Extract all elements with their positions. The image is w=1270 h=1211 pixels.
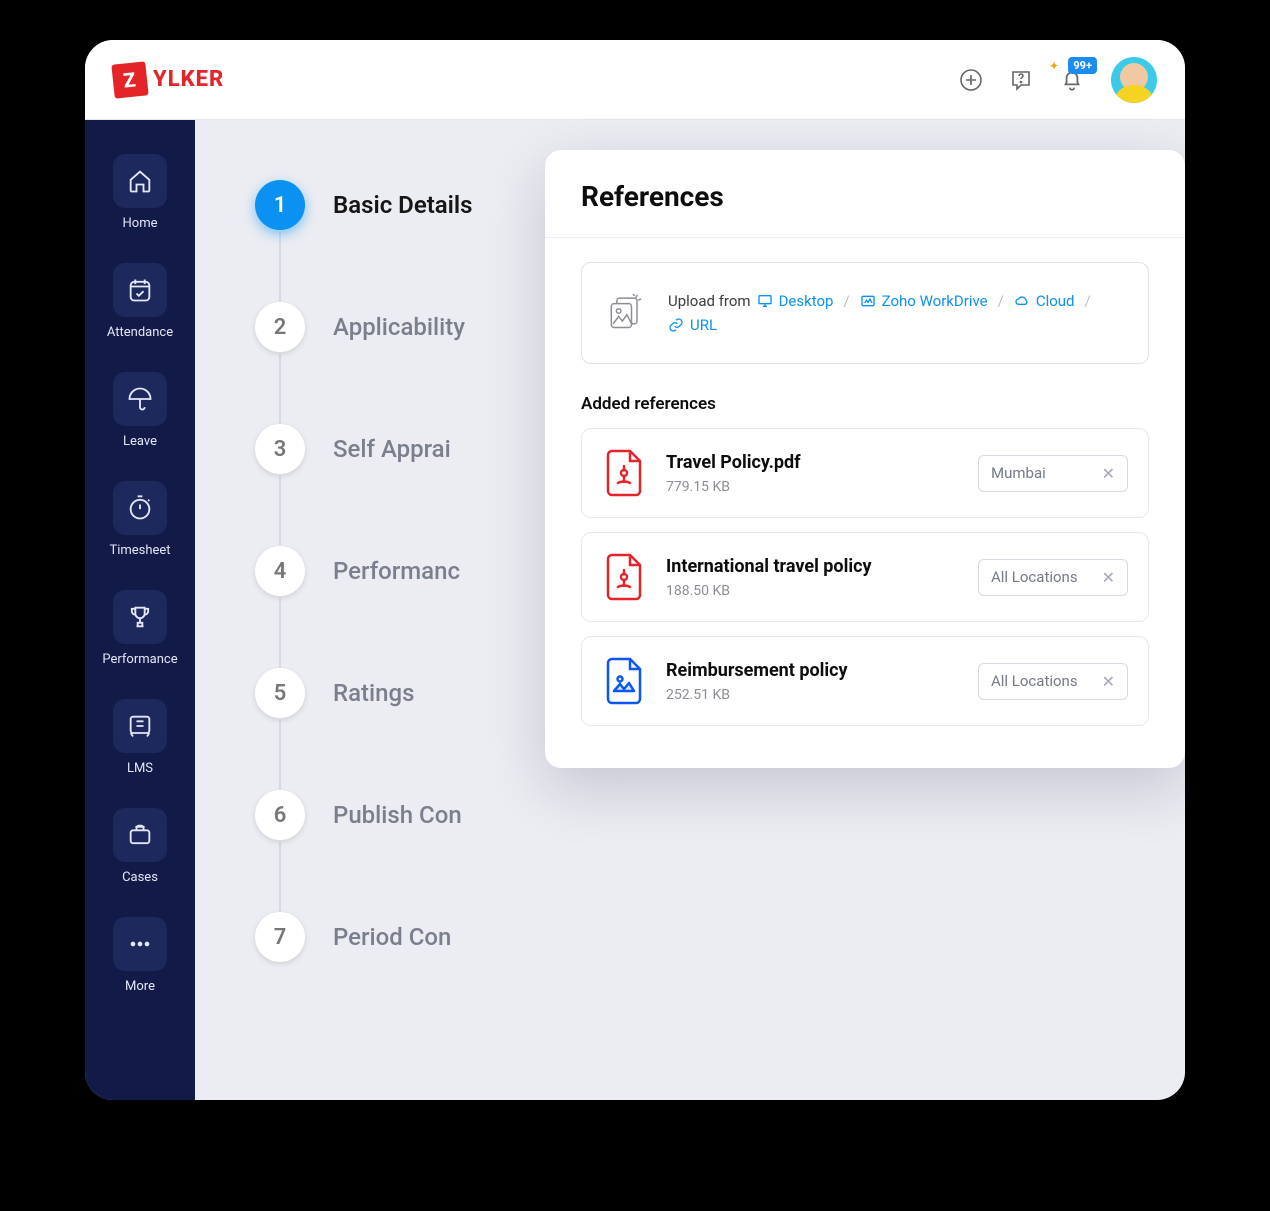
content-area: 1 Basic Details 2 Applicability 3 Self A… — [195, 120, 1185, 1100]
sidebar-label: Timesheet — [109, 543, 170, 558]
tag-label: All Locations — [991, 568, 1078, 586]
reference-row: International travel policy 188.50 KB Al… — [581, 532, 1149, 622]
upload-label: Upload from — [668, 292, 751, 310]
notification-badge: 99+ — [1068, 57, 1097, 74]
book-icon — [113, 699, 167, 753]
file-meta: Reimbursement policy 252.51 KB — [666, 660, 958, 703]
pdf-file-icon — [602, 447, 646, 499]
sidebar-label: Home — [123, 216, 158, 231]
desktop-icon — [757, 293, 773, 309]
home-icon — [113, 154, 167, 208]
sparkle-icon: ✦ — [1049, 59, 1059, 73]
sidebar-item-cases[interactable]: Cases — [85, 798, 195, 901]
brand-name: YLKER — [153, 67, 224, 92]
upload-box[interactable]: Upload from Desktop / Zoho WorkDrive / — [581, 262, 1149, 364]
sidebar: Home Attendance Leave Timesheet — [85, 120, 195, 1100]
file-size: 779.15 KB — [666, 479, 958, 495]
user-avatar[interactable] — [1111, 57, 1157, 103]
step-number: 4 — [255, 546, 305, 596]
image-file-icon — [602, 655, 646, 707]
app-frame: Z YLKER ✦ 99+ Home — [85, 40, 1185, 1100]
upload-option-cloud[interactable]: Cloud — [1014, 292, 1075, 310]
sidebar-item-attendance[interactable]: Attendance — [85, 253, 195, 356]
sidebar-item-lms[interactable]: LMS — [85, 689, 195, 792]
umbrella-icon — [113, 372, 167, 426]
step-number: 3 — [255, 424, 305, 474]
brand-logo[interactable]: Z YLKER — [113, 63, 224, 97]
step-number: 7 — [255, 912, 305, 962]
sidebar-label: Cases — [122, 870, 158, 885]
step-title: Ratings — [333, 679, 414, 707]
timer-icon — [113, 481, 167, 535]
separator: / — [843, 292, 849, 310]
tag-label: All Locations — [991, 672, 1078, 690]
sidebar-label: Leave — [123, 434, 157, 449]
separator: / — [998, 292, 1004, 310]
added-references-title: Added references — [581, 394, 1149, 414]
step-period[interactable]: 7 Period Con — [255, 912, 1185, 962]
upload-option-desktop[interactable]: Desktop — [757, 292, 834, 310]
upload-option-workdrive[interactable]: Zoho WorkDrive — [860, 292, 988, 310]
tag-label: Mumbai — [991, 464, 1046, 482]
sidebar-item-timesheet[interactable]: Timesheet — [85, 471, 195, 574]
sidebar-label: LMS — [127, 761, 153, 776]
remove-tag-icon[interactable]: ✕ — [1102, 568, 1115, 587]
step-title: Basic Details — [333, 191, 473, 219]
add-icon[interactable] — [959, 68, 983, 92]
remove-tag-icon[interactable]: ✕ — [1102, 464, 1115, 483]
sidebar-item-performance[interactable]: Performance — [85, 580, 195, 683]
step-title: Self Apprai — [333, 435, 451, 463]
remove-tag-icon[interactable]: ✕ — [1102, 672, 1115, 691]
references-panel: References — [545, 150, 1185, 768]
link-icon — [668, 317, 684, 333]
sidebar-label: More — [125, 979, 155, 994]
briefcase-icon — [113, 808, 167, 862]
sidebar-label: Performance — [102, 652, 177, 667]
file-name: Travel Policy.pdf — [666, 452, 958, 473]
step-title: Publish Con — [333, 801, 462, 829]
panel-body: Upload from Desktop / Zoho WorkDrive / — [545, 238, 1185, 726]
topbar-actions: ✦ 99+ — [959, 57, 1157, 103]
reference-row: Travel Policy.pdf 779.15 KB Mumbai ✕ — [581, 428, 1149, 518]
file-name: Reimbursement policy — [666, 660, 958, 681]
upload-stack-icon — [604, 289, 648, 337]
cloud-icon — [1014, 293, 1030, 309]
notifications-icon[interactable]: ✦ 99+ — [1059, 67, 1085, 93]
step-number: 6 — [255, 790, 305, 840]
step-number: 2 — [255, 302, 305, 352]
upload-from-group: Upload from Desktop / Zoho WorkDrive / — [668, 292, 1126, 334]
step-publish[interactable]: 6 Publish Con — [255, 790, 1185, 840]
step-number: 1 — [255, 180, 305, 230]
sidebar-item-home[interactable]: Home — [85, 144, 195, 247]
location-tag[interactable]: All Locations ✕ — [978, 663, 1128, 700]
step-number: 5 — [255, 668, 305, 718]
reference-row: Reimbursement policy 252.51 KB All Locat… — [581, 636, 1149, 726]
sidebar-label: Attendance — [107, 325, 173, 340]
sidebar-item-leave[interactable]: Leave — [85, 362, 195, 465]
step-title: Applicability — [333, 313, 465, 341]
step-title: Period Con — [333, 923, 451, 951]
file-meta: International travel policy 188.50 KB — [666, 556, 958, 599]
location-tag[interactable]: Mumbai ✕ — [978, 455, 1128, 492]
step-title: Performanc — [333, 557, 460, 585]
panel-title: References — [545, 150, 1185, 237]
upload-option-url[interactable]: URL — [668, 316, 717, 334]
file-name: International travel policy — [666, 556, 958, 577]
file-size: 252.51 KB — [666, 687, 958, 703]
topbar: Z YLKER ✦ 99+ — [85, 40, 1185, 120]
brand-mark: Z — [111, 61, 148, 98]
pdf-file-icon — [602, 551, 646, 603]
sidebar-item-more[interactable]: More — [85, 907, 195, 1010]
file-meta: Travel Policy.pdf 779.15 KB — [666, 452, 958, 495]
separator: / — [1085, 292, 1091, 310]
trophy-icon — [113, 590, 167, 644]
workdrive-icon — [860, 293, 876, 309]
file-size: 188.50 KB — [666, 583, 958, 599]
dots-icon — [113, 917, 167, 971]
main-area: Home Attendance Leave Timesheet — [85, 120, 1185, 1100]
calendar-check-icon — [113, 263, 167, 317]
location-tag[interactable]: All Locations ✕ — [978, 559, 1128, 596]
help-icon[interactable] — [1009, 68, 1033, 92]
